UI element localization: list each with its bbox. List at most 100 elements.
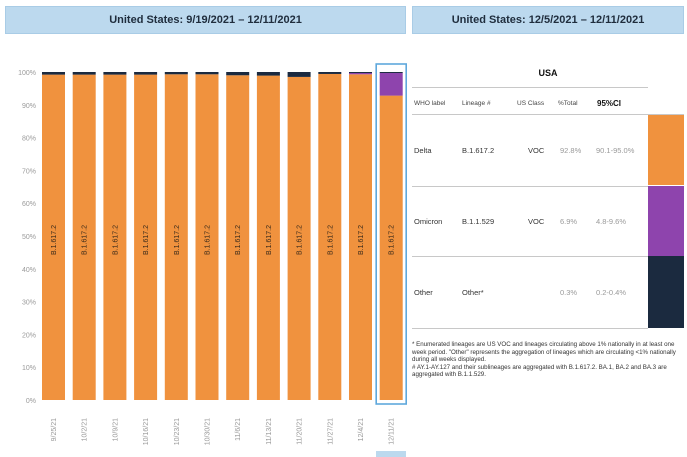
row-delta-us-class: VOC <box>528 146 545 155</box>
footnotes: * Enumerated lineages are US VOC and lin… <box>412 341 684 379</box>
x-tick-label: 12/4/21 <box>358 418 365 441</box>
row-other-total: 0.3% <box>560 288 578 297</box>
row-other-lineage: Other* <box>462 288 484 297</box>
row-other-who: Other <box>414 288 433 297</box>
x-tick-label: 10/16/21 <box>143 418 150 445</box>
bar-segment-other <box>72 72 96 75</box>
bar-segment-other <box>379 72 403 73</box>
omicron-color-swatch <box>648 186 684 256</box>
other-color-swatch <box>648 256 684 328</box>
table-bottom-rule <box>412 328 648 329</box>
highlight-frame <box>375 63 408 405</box>
row-omicron-ci: 4.8-9.6% <box>596 217 627 226</box>
bar-segment-delta <box>195 74 219 400</box>
stacked-bar-chart: 0% 10% 20% 30% 40% 50% 60% 70% 80% 90% 100% B.1.617… <box>18 63 408 445</box>
row-rule <box>412 256 648 257</box>
row-delta-who: Delta <box>414 146 432 155</box>
row-other-ci: 0.2-0.4% <box>596 288 627 297</box>
bar-segment-delta <box>349 74 372 400</box>
y-tick-label: 90% <box>22 103 36 110</box>
row-delta-total: 92.8% <box>560 146 582 155</box>
bar-segment-other <box>164 72 188 75</box>
bar-segment-delta <box>72 74 96 401</box>
bar-segment-omicron <box>349 72 372 75</box>
delta-color-swatch <box>648 115 684 185</box>
x-tick-label: 11/20/21 <box>297 418 304 445</box>
bar-segment-delta <box>103 74 127 401</box>
chart-header-right-text: United States: 12/5/2021 – 12/11/2021 <box>451 14 645 26</box>
row-omicron-total: 6.9% <box>560 217 578 226</box>
y-tick-label: 100% <box>18 70 36 77</box>
chart-header-left-text: United States: 9/19/2021 – 12/11/2021 <box>109 14 302 26</box>
bar-label: B.1.617.2 <box>297 225 304 255</box>
y-tick-label: 0% <box>26 398 36 405</box>
bar-segment-delta <box>42 74 65 401</box>
bar-label: B.1.617.2 <box>82 225 89 255</box>
row-omicron-lineage: B.1.1.529 <box>462 217 495 226</box>
bar-label: B.1.617.2 <box>112 225 119 255</box>
bar-segment-delta <box>318 73 342 400</box>
x-tick-label: 10/30/21 <box>205 418 212 445</box>
footnote-enumerated: * Enumerated lineages are US VOC and lin… <box>412 341 676 364</box>
x-tick-label: 10/2/21 <box>82 418 89 441</box>
column-header-lineage: Lineage # <box>462 100 491 107</box>
bar-label: B.1.617.2 <box>266 225 273 255</box>
row-omicron-who: Omicron <box>414 217 443 226</box>
row-delta-ci: 90.1-95.0% <box>596 146 635 155</box>
bar-segment-other <box>226 72 250 76</box>
footnote-aggregation: # AY.1-AY.127 and their sublineages are … <box>412 363 667 379</box>
y-tick-label: 70% <box>22 168 36 175</box>
bar-segment-other <box>287 72 311 77</box>
x-tick-label: 9/25/21 <box>51 418 58 441</box>
bar-label: B.1.617.2 <box>143 225 150 255</box>
bar-label: B.1.617.2 <box>235 225 242 255</box>
column-header-total: %Total <box>558 100 578 107</box>
bar-segment-delta <box>164 74 188 400</box>
bar-segment-delta <box>379 95 403 400</box>
x-tick-label: 12/11/21 <box>389 418 396 445</box>
x-tick-label: 11/6/21 <box>235 418 242 441</box>
bar-segment-other <box>349 72 372 73</box>
bar-segment-omicron <box>379 72 403 96</box>
y-tick-label: 50% <box>22 234 36 241</box>
x-tick-label: 10/23/21 <box>174 418 181 445</box>
row-omicron-us-class: VOC <box>528 217 545 226</box>
bar-segment-delta <box>287 76 311 401</box>
column-header-who: WHO label <box>414 100 446 107</box>
bar-segment-delta <box>134 74 158 401</box>
bar-segment-other <box>134 72 158 75</box>
y-tick-label: 10% <box>22 365 36 372</box>
y-tick-label: 20% <box>22 332 36 339</box>
bar-segment-other <box>42 72 65 75</box>
y-tick-label: 30% <box>22 300 36 307</box>
scroll-tab[interactable] <box>376 451 406 457</box>
proportions-panel: USA WHO label Lineage # US Class %Total … <box>412 40 684 400</box>
chart-header-left: United States: 9/19/2021 – 12/11/2021 <box>5 6 406 34</box>
bar-segment-other <box>103 72 127 75</box>
table-top-rule <box>412 87 648 88</box>
column-header-us-class: US Class <box>517 100 545 107</box>
bar-label: B.1.617.2 <box>174 225 181 255</box>
bar-segment-delta <box>256 75 280 400</box>
x-tick-label: 11/13/21 <box>266 418 273 445</box>
y-tick-label: 80% <box>22 136 36 143</box>
table-header-rule <box>412 114 684 115</box>
y-tick-label: 60% <box>22 201 36 208</box>
bar-label: B.1.617.2 <box>389 225 396 255</box>
bar-segment-other <box>256 72 280 76</box>
row-delta-lineage: B.1.617.2 <box>462 146 495 155</box>
bar-segment-delta <box>226 75 250 400</box>
bar-label: B.1.617.2 <box>51 225 58 255</box>
row-rule <box>412 186 648 187</box>
bar-label: B.1.617.2 <box>205 225 212 255</box>
x-tick-label: 11/27/21 <box>327 418 334 445</box>
chart-header-right: United States: 12/5/2021 – 12/11/2021 <box>412 6 684 34</box>
bar-segment-other <box>195 72 219 75</box>
table-title: USA <box>538 68 558 78</box>
y-tick-label: 40% <box>22 267 36 274</box>
bar-label: B.1.617.2 <box>358 225 365 255</box>
x-tick-label: 10/9/21 <box>112 418 119 441</box>
bar-segment-other <box>318 72 342 74</box>
column-header-ci: 95%CI <box>597 99 622 108</box>
bar-label: B.1.617.2 <box>327 225 334 255</box>
